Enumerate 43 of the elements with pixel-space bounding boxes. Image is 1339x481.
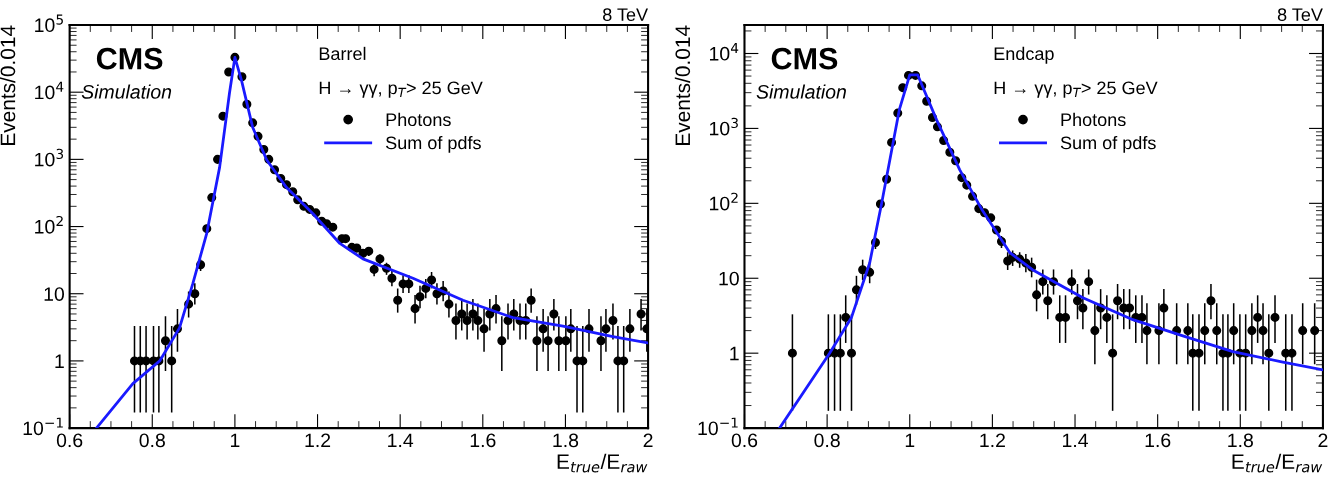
y-tick-label: 10$^{2}$: [35, 215, 63, 234]
annotation: H → γγ, p$_{T}$> 25 GeV: [994, 81, 1158, 98]
chart-title: 8 TeV: [1277, 8, 1323, 22]
x-tick-label: 1: [905, 433, 915, 448]
legend-label: Sum of pdfs: [1060, 136, 1156, 153]
x-tick-label: 1: [230, 433, 240, 448]
y-tick-label: 10$^{2}$: [709, 192, 738, 211]
chart-title: 8 TeV: [603, 8, 648, 22]
x-tick-label: 1.2: [980, 433, 1005, 448]
x-axis-title: E$_{true}$/E$_{raw}$: [557, 453, 648, 473]
x-tick-label: 1.8: [1228, 433, 1253, 448]
y-tick-label: 10$^{3}$: [709, 117, 738, 136]
annotation: Barrel: [319, 46, 366, 61]
annotation: Endcap: [994, 46, 1054, 64]
y-axis-title: Events/0.014: [0, 25, 16, 145]
x-tick-label: 0.8: [139, 433, 165, 448]
x-tick-label: 1.6: [470, 433, 496, 448]
x-tick-label: 2: [643, 433, 653, 448]
x-tick-label: 0.8: [814, 433, 840, 448]
annotation: CMS: [771, 47, 838, 70]
annotation: CMS: [96, 47, 163, 70]
x-tick-label: 1.6: [1145, 433, 1171, 448]
y-axis-title: Events/0.014: [674, 25, 691, 145]
y-tick-label: 10$^{4}$: [35, 81, 64, 100]
y-tick-label: 1: [730, 346, 739, 361]
legend-label: Photons: [1061, 112, 1126, 127]
legend-label: Photons: [386, 112, 451, 127]
y-tick-label: 10$^{5}$: [35, 14, 63, 33]
x-tick-label: 1.2: [305, 433, 331, 448]
legend-label: Sum of pdfs: [385, 136, 481, 153]
x-tick-label: 1.8: [553, 433, 579, 448]
x-tick-label: 2: [1318, 433, 1328, 448]
x-tick-label: 1.4: [1062, 433, 1088, 448]
annotation: H → γγ, p$_{T}$> 25 GeV: [319, 81, 483, 98]
y-tick-label: 10$^{3}$: [35, 148, 64, 167]
x-axis-title: E$_{true}$/E$_{raw}$: [1232, 453, 1323, 473]
y-tick-label: 10$^{4}$: [709, 43, 739, 61]
x-tick-label: 1.4: [388, 433, 414, 448]
y-tick-label: 10: [719, 271, 739, 286]
y-tick-label: 1: [55, 354, 64, 368]
annotation: Simulation: [81, 84, 172, 99]
annotation: Simulation: [756, 84, 846, 99]
y-tick-label: 10: [44, 287, 65, 301]
